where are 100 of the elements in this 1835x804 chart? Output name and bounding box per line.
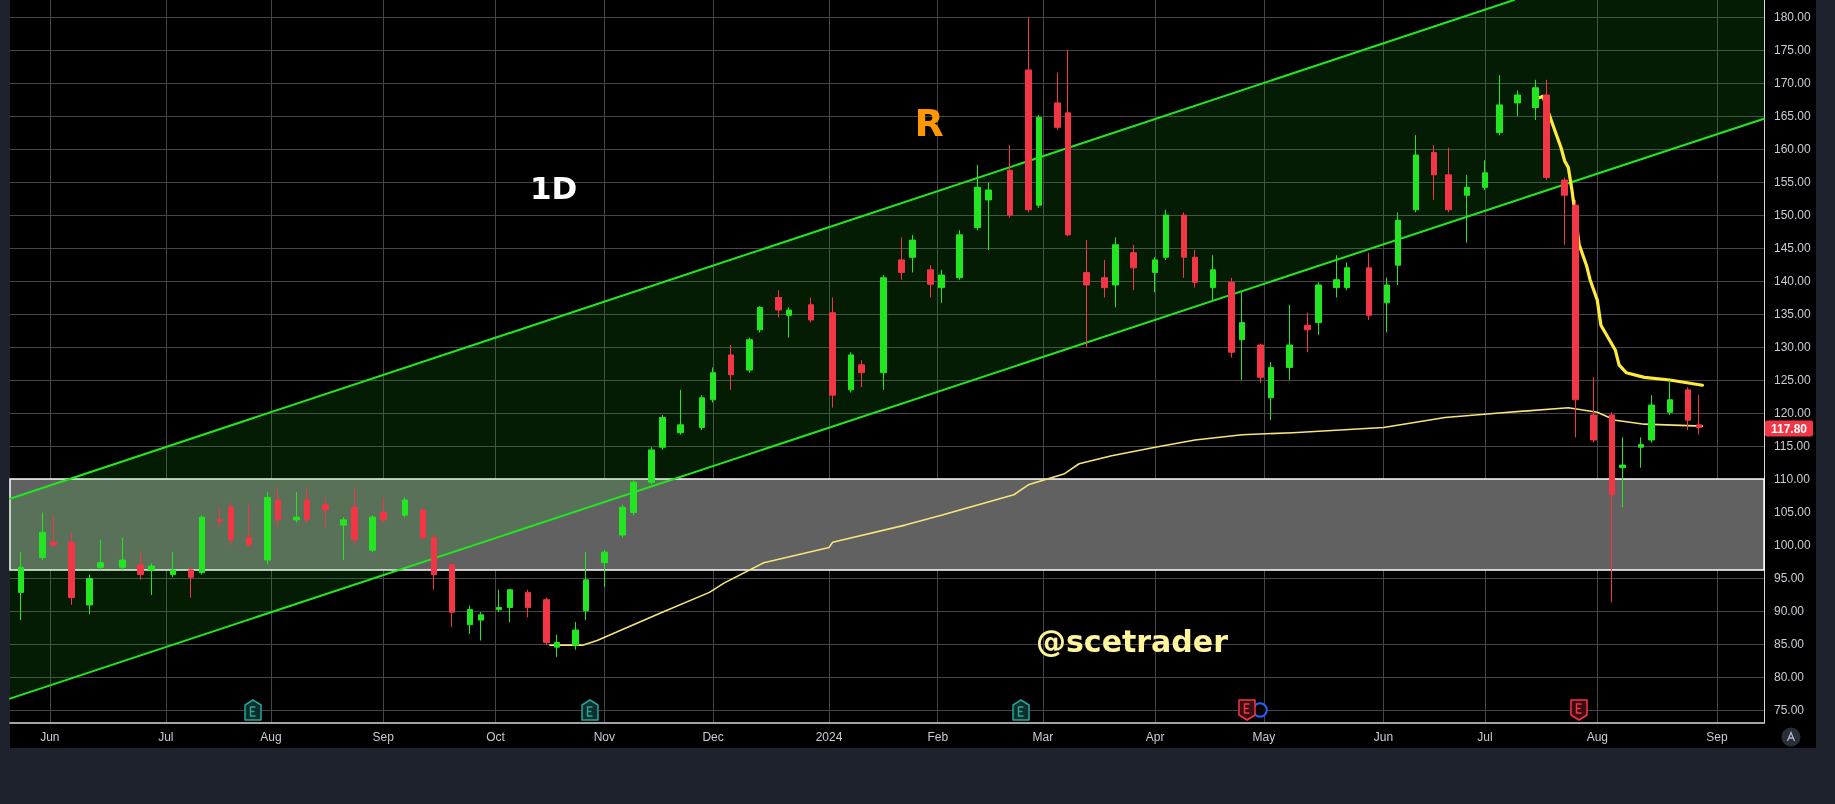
x-tick-label: Mar (1032, 730, 1054, 744)
candlestick (1268, 361, 1274, 421)
candlestick (369, 514, 376, 553)
candlestick (808, 297, 814, 324)
candlestick (927, 264, 934, 299)
candlestick (1482, 159, 1488, 191)
candlestick (420, 506, 426, 541)
y-tick-label: 95.00 (1774, 570, 1805, 585)
candlestick (1036, 114, 1042, 209)
candlestick (880, 274, 887, 391)
candlestick (1395, 211, 1401, 286)
y-tick-label: 150.00 (1774, 208, 1812, 223)
x-tick-label: Sep (372, 730, 395, 744)
candlestick (304, 487, 310, 523)
candlestick (97, 539, 104, 571)
y-tick-label: 110.00 (1774, 471, 1811, 486)
candlestick (1192, 249, 1198, 289)
candlestick (431, 534, 437, 591)
candlestick (699, 394, 705, 431)
candlestick (1667, 379, 1673, 416)
candlestick (507, 588, 513, 623)
candlestick (1496, 74, 1503, 136)
x-tick-label: Sep (1706, 730, 1728, 744)
candlestick (677, 389, 684, 436)
y-tick-label: 120.00 (1774, 405, 1812, 420)
candlestick (1130, 244, 1137, 291)
candlestick (1286, 304, 1293, 381)
candlestick (710, 366, 716, 403)
x-tick-label: Apr (1145, 730, 1165, 744)
candlestick (746, 337, 753, 374)
candlestick (402, 496, 408, 518)
candlestick (1101, 259, 1108, 299)
candlestick (938, 269, 945, 304)
candlestick (449, 563, 455, 628)
candlestick (1065, 49, 1071, 237)
x-tick-label: Feb (927, 730, 949, 744)
candlestick (1333, 254, 1340, 299)
candlestick (340, 516, 347, 561)
candlestick (1619, 436, 1626, 508)
candlestick (1007, 144, 1013, 219)
text: 117.80 (1770, 421, 1808, 436)
x-tick-label: Jul (158, 730, 174, 744)
y-tick-label: 75.00 (1774, 702, 1805, 717)
x-tick-label: Nov (593, 730, 615, 744)
candlestick (1054, 72, 1061, 131)
annotation: @scetrader (1036, 623, 1229, 659)
candlestick (68, 531, 75, 606)
candlestick (601, 549, 608, 588)
candlestick (1366, 252, 1372, 321)
candlestick (619, 504, 626, 539)
candlestick (1228, 277, 1235, 359)
candlestick (659, 414, 666, 451)
y-tick-label: 140.00 (1774, 274, 1812, 289)
candlestick (1532, 79, 1539, 121)
candlestick (137, 551, 144, 581)
candlestick (275, 487, 281, 528)
candlestick (572, 621, 579, 651)
x-tick-label: Jun (1373, 730, 1394, 744)
candlestick (1609, 411, 1615, 603)
candlestick (1696, 394, 1702, 436)
y-tick-label: 180.00 (1774, 10, 1812, 25)
candlestick (119, 537, 126, 571)
candlestick (478, 611, 484, 642)
candlestick (1431, 144, 1437, 201)
y-tick-label: 175.00 (1774, 43, 1812, 58)
annotation: R (914, 100, 944, 145)
candlestick (351, 487, 358, 546)
candlestick (496, 589, 502, 613)
candlestick (322, 496, 329, 528)
y-tick-label: 105.00 (1774, 504, 1812, 519)
candlestick (858, 359, 865, 388)
y-tick-label: 160.00 (1774, 142, 1812, 157)
candlestick (1464, 174, 1470, 244)
candlestick (829, 297, 836, 409)
candlestick (728, 344, 734, 391)
x-tick-label: 2024 (815, 730, 843, 744)
candlestick (1181, 211, 1187, 279)
y-tick-label: 165.00 (1774, 109, 1812, 124)
y-tick-label: 130.00 (1774, 339, 1812, 354)
candlestick (554, 634, 560, 658)
y-tick-label: 80.00 (1774, 669, 1805, 684)
candlestick (630, 479, 637, 516)
y-tick-label: 85.00 (1774, 636, 1805, 651)
candlestick (1384, 277, 1390, 333)
candlestick (1083, 239, 1090, 349)
candlestick (217, 506, 223, 528)
candlestick (1239, 291, 1245, 381)
candlestick (525, 589, 531, 618)
candlestick (956, 229, 963, 281)
candlestick (909, 234, 916, 273)
candlestick (648, 446, 655, 486)
candlestick (1638, 436, 1644, 469)
candlestick (974, 164, 981, 231)
candlestick (170, 551, 176, 578)
x-tick-label: Oct (486, 730, 506, 744)
candlestick (86, 574, 93, 615)
candlestick (1257, 343, 1264, 384)
candlestick (786, 306, 792, 339)
candlestick (1572, 199, 1579, 438)
x-tick-label: Dec (702, 730, 724, 744)
